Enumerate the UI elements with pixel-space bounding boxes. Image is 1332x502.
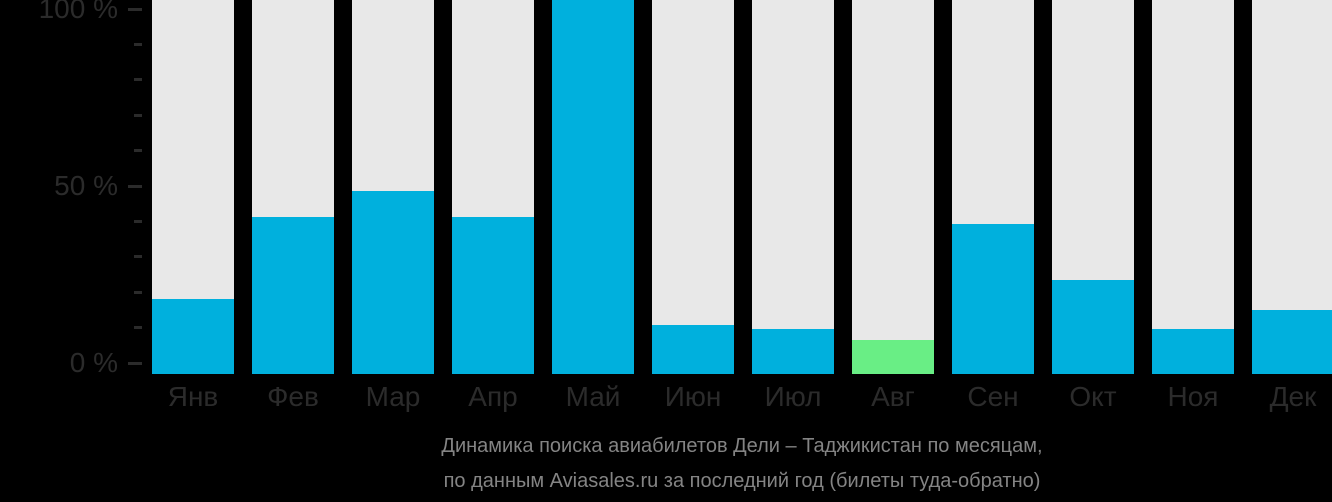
month-label: Июн xyxy=(664,381,722,412)
bar-track xyxy=(1152,0,1234,374)
bar-fill xyxy=(652,325,734,374)
y-axis-label: 0 % xyxy=(69,347,118,378)
y-tick-minor xyxy=(134,290,142,294)
y-axis-label: 100 % xyxy=(38,0,118,24)
bar-track xyxy=(652,0,734,374)
month-label: Окт xyxy=(1069,381,1117,412)
y-tick-major xyxy=(128,184,142,188)
y-tick-minor xyxy=(134,113,142,117)
bar-track xyxy=(352,0,434,374)
y-tick-minor xyxy=(134,326,142,330)
bar-fill xyxy=(152,299,234,374)
bar-track xyxy=(1052,0,1134,374)
y-tick-minor xyxy=(134,78,142,82)
y-tick-minor xyxy=(134,255,142,259)
month-label: Мар xyxy=(365,381,421,412)
y-axis-label: 50 % xyxy=(54,170,118,201)
bar-fill xyxy=(252,217,334,374)
month-label: Дек xyxy=(1269,381,1317,412)
bar-track xyxy=(552,0,634,374)
bar-fill xyxy=(1052,280,1134,374)
caption-line-2: по данным Aviasales.ru за последний год … xyxy=(443,470,1041,492)
y-tick-minor xyxy=(134,149,142,153)
y-tick-minor xyxy=(134,42,142,46)
bar-fill xyxy=(552,0,634,374)
y-tick-minor xyxy=(134,219,142,223)
y-tick-major xyxy=(128,361,142,365)
bar-fill xyxy=(952,224,1034,374)
bar-fill xyxy=(1152,329,1234,374)
bar-track xyxy=(952,0,1034,374)
month-label: Май xyxy=(565,381,621,412)
bar-fill xyxy=(1252,310,1332,374)
month-label: Сен xyxy=(967,381,1019,412)
caption-line-1: Динамика поиска авиабилетов Дели – Таджи… xyxy=(441,435,1043,457)
bar-track xyxy=(852,0,934,374)
bar-track xyxy=(1252,0,1332,374)
bar-fill xyxy=(452,217,534,374)
bar-fill xyxy=(752,329,834,374)
month-label: Июл xyxy=(764,381,822,412)
bar-fill xyxy=(852,340,934,374)
bar-track xyxy=(752,0,834,374)
bar-track xyxy=(152,0,234,374)
month-label: Фев xyxy=(267,381,319,412)
month-label: Янв xyxy=(167,381,219,412)
month-label: Авг xyxy=(871,381,915,412)
bar-track xyxy=(452,0,534,374)
bar-track xyxy=(252,0,334,374)
chart-caption: Динамика поиска авиабилетов Дели – Таджи… xyxy=(152,433,1332,495)
month-label: Апр xyxy=(468,381,518,412)
bar-fill xyxy=(352,191,434,374)
y-tick-major xyxy=(128,7,142,11)
month-label: Ноя xyxy=(1167,381,1219,412)
